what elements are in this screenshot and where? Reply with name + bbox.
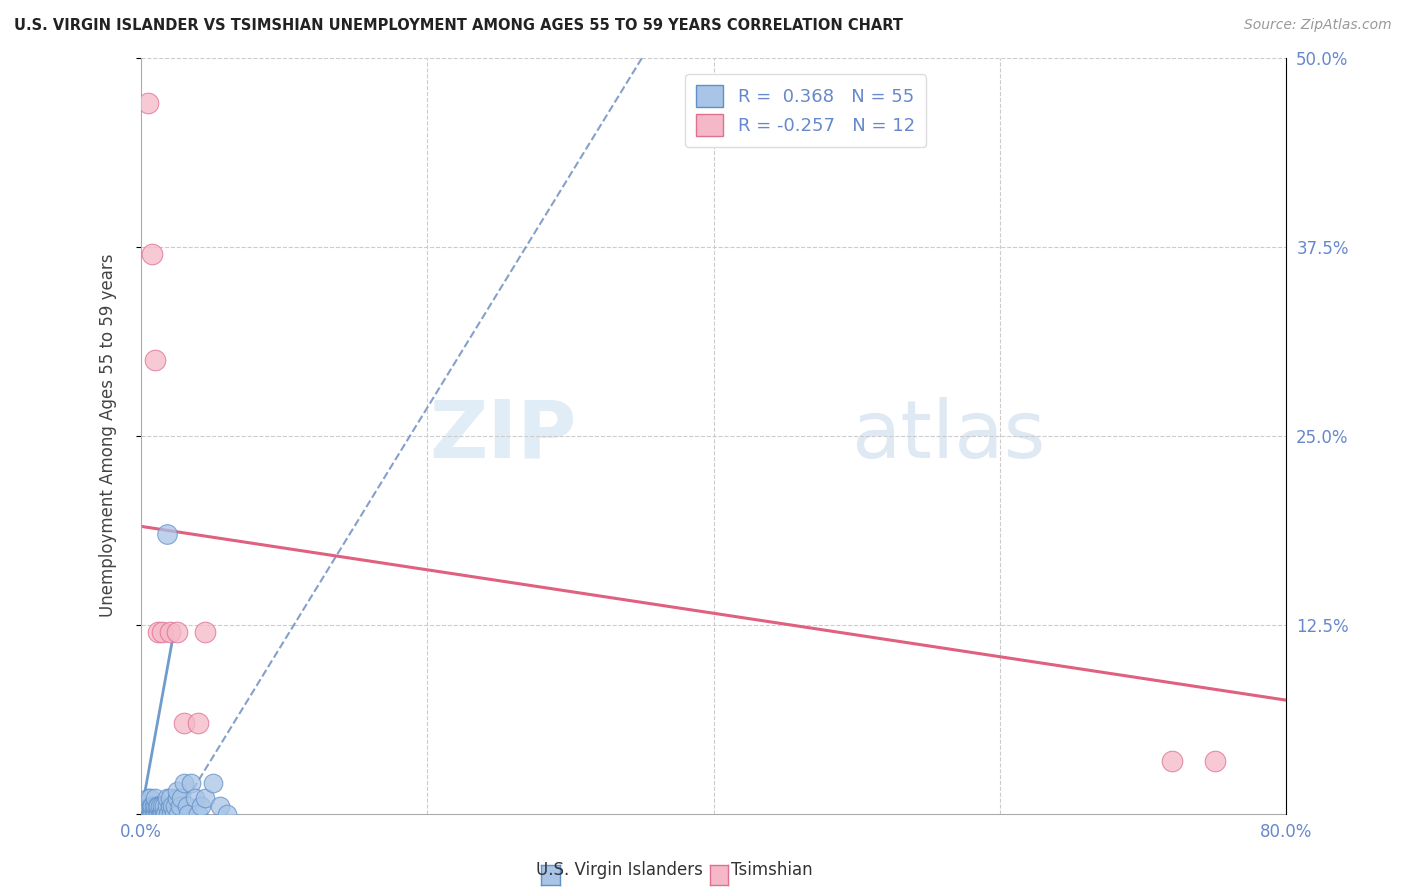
Text: ZIP: ZIP xyxy=(429,397,576,475)
Point xyxy=(149,806,172,821)
Point xyxy=(136,806,159,821)
Point xyxy=(139,799,162,814)
Text: Tsimshian: Tsimshian xyxy=(731,861,813,879)
Point xyxy=(155,806,177,821)
Point xyxy=(156,799,179,814)
Point xyxy=(1161,754,1184,768)
Point xyxy=(136,791,159,805)
Point xyxy=(184,791,207,805)
Point xyxy=(166,784,188,798)
Point xyxy=(145,799,167,814)
Point xyxy=(177,806,200,821)
Point xyxy=(143,799,166,814)
Point xyxy=(159,625,181,640)
Text: atlas: atlas xyxy=(851,397,1046,475)
Text: U.S. VIRGIN ISLANDER VS TSIMSHIAN UNEMPLOYMENT AMONG AGES 55 TO 59 YEARS CORRELA: U.S. VIRGIN ISLANDER VS TSIMSHIAN UNEMPL… xyxy=(14,18,903,33)
Point xyxy=(208,799,231,814)
Point xyxy=(143,806,166,821)
Point xyxy=(153,806,176,821)
Point xyxy=(187,806,209,821)
Point xyxy=(163,806,186,821)
Point xyxy=(139,806,162,821)
Point xyxy=(162,799,184,814)
Point xyxy=(215,806,238,821)
Point xyxy=(159,791,181,805)
Point xyxy=(169,799,191,814)
Point xyxy=(170,791,193,805)
Point xyxy=(146,806,169,821)
Point xyxy=(143,791,166,805)
Point xyxy=(141,806,163,821)
Point xyxy=(135,806,157,821)
Text: Source: ZipAtlas.com: Source: ZipAtlas.com xyxy=(1244,18,1392,32)
Point xyxy=(150,806,173,821)
Point xyxy=(173,776,195,790)
Point xyxy=(187,715,209,730)
Point xyxy=(134,806,156,821)
Point xyxy=(166,791,188,805)
Point xyxy=(156,791,179,805)
Point xyxy=(145,806,167,821)
Point xyxy=(194,625,217,640)
Point xyxy=(1204,754,1226,768)
Point xyxy=(149,799,172,814)
Point xyxy=(180,776,202,790)
Point xyxy=(165,799,187,814)
Point xyxy=(138,791,160,805)
Point xyxy=(132,806,155,821)
Point xyxy=(159,799,181,814)
Point xyxy=(160,806,183,821)
Point xyxy=(138,806,160,821)
Point xyxy=(166,625,188,640)
Text: U.S. Virgin Islanders: U.S. Virgin Islanders xyxy=(536,861,703,879)
Point xyxy=(136,96,159,111)
Point xyxy=(143,353,166,368)
Point xyxy=(152,806,174,821)
Point xyxy=(141,247,163,261)
Point xyxy=(141,799,163,814)
Point xyxy=(153,799,176,814)
Point xyxy=(152,625,174,640)
Y-axis label: Unemployment Among Ages 55 to 59 years: Unemployment Among Ages 55 to 59 years xyxy=(100,254,117,617)
Point xyxy=(142,799,165,814)
Point xyxy=(146,625,169,640)
Point xyxy=(142,806,165,821)
Point xyxy=(173,715,195,730)
Point xyxy=(157,806,180,821)
Point xyxy=(146,799,169,814)
Point xyxy=(152,799,174,814)
Point xyxy=(167,806,190,821)
Point xyxy=(136,799,159,814)
Legend: R =  0.368   N = 55, R = -0.257   N = 12: R = 0.368 N = 55, R = -0.257 N = 12 xyxy=(685,74,925,147)
Point xyxy=(201,776,224,790)
Point xyxy=(176,799,198,814)
Point xyxy=(156,527,179,541)
Point xyxy=(190,799,212,814)
Point xyxy=(129,806,152,821)
Point xyxy=(194,791,217,805)
